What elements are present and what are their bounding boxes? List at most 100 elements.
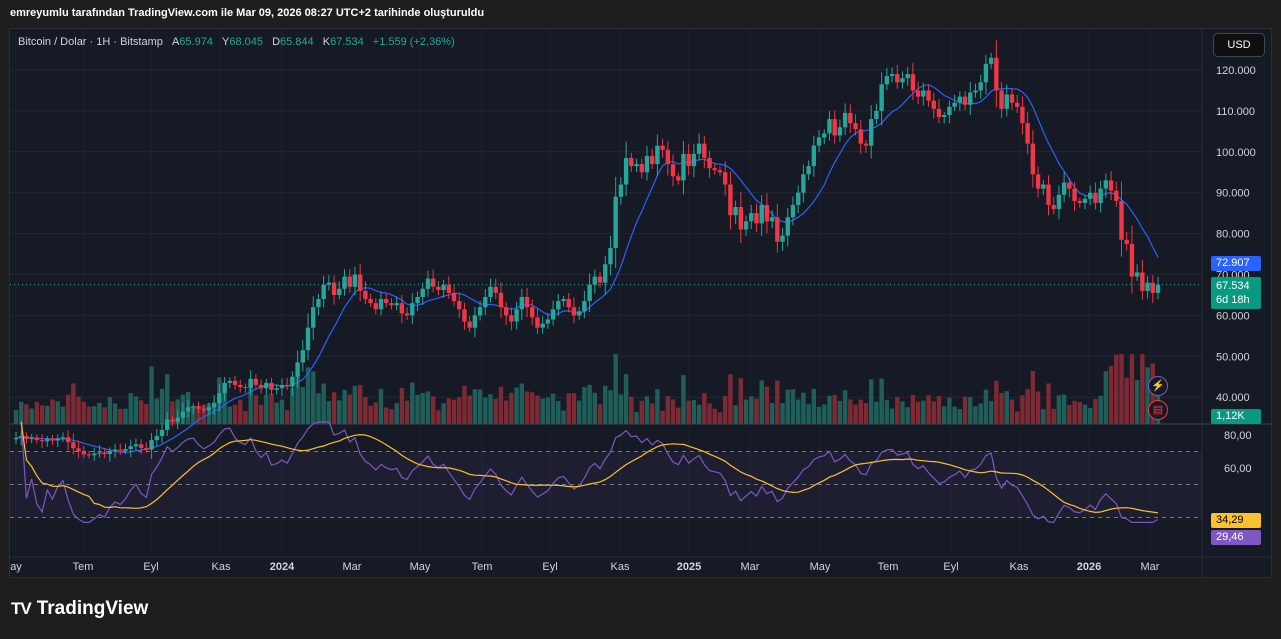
lightning-icon[interactable]: ⚡ <box>1148 376 1168 396</box>
tradingview-logo[interactable]: TV TradingView <box>11 598 148 620</box>
candle <box>368 293 373 308</box>
candle-body <box>540 323 545 328</box>
candle <box>441 279 446 298</box>
volume-bar <box>1041 409 1046 424</box>
volume-bar <box>556 401 561 424</box>
volume-bar <box>76 396 81 424</box>
candle <box>978 74 983 99</box>
candle <box>509 307 514 331</box>
volume-bar <box>269 393 274 424</box>
volume-bar <box>759 380 764 424</box>
volume-bar <box>420 393 425 424</box>
volume-bar <box>822 404 827 424</box>
candle <box>347 269 352 293</box>
volume-bar <box>326 401 332 424</box>
volume-bar <box>738 378 744 424</box>
candle <box>618 177 624 205</box>
us-flag-icon[interactable]: ▤ <box>1148 400 1168 420</box>
candle <box>863 140 869 153</box>
candle-body <box>733 207 738 216</box>
candle <box>196 401 201 413</box>
candle <box>472 306 478 338</box>
volume-bar <box>749 396 754 424</box>
volume-bar <box>1009 399 1015 424</box>
volume-bar <box>686 400 691 424</box>
candle-body <box>1119 200 1124 240</box>
candle <box>644 145 650 181</box>
symbol-name[interactable]: Bitcoin / Dolar · 1H · Bitstamp <box>18 36 163 48</box>
candle <box>24 432 29 444</box>
volume-bar <box>576 400 582 424</box>
candle <box>50 434 55 445</box>
candle <box>175 409 180 429</box>
candle <box>999 81 1004 119</box>
candle <box>498 282 504 319</box>
volume-bar <box>1056 395 1062 424</box>
chart-canvas[interactable]: 40.00050.00060.00070.00080.00090.000100.… <box>10 29 1272 578</box>
candle <box>311 296 316 340</box>
candle-body <box>686 153 691 167</box>
candle-body <box>889 74 895 77</box>
candle-body <box>1134 272 1140 277</box>
candle <box>284 378 290 391</box>
candle-body <box>556 301 561 310</box>
volume-bar <box>644 396 650 424</box>
candle <box>801 164 806 203</box>
volume-bar <box>973 406 978 424</box>
volume-bar <box>910 394 916 424</box>
candle-body <box>853 123 858 130</box>
volume-bar <box>352 385 358 424</box>
candle <box>462 302 467 330</box>
candle-body <box>1150 282 1155 293</box>
candle <box>717 166 723 177</box>
time-tick-label: 2026 <box>1077 561 1101 573</box>
candle <box>926 84 931 107</box>
candle-body <box>764 204 770 222</box>
volume-bar <box>498 386 504 424</box>
candle <box>764 193 770 234</box>
candle <box>1150 275 1155 303</box>
candle-body <box>1114 190 1119 201</box>
candle <box>331 275 337 305</box>
volume-bar <box>149 366 154 424</box>
candle-body <box>1140 272 1145 291</box>
volume-bar <box>530 392 535 424</box>
candle-body <box>71 442 76 449</box>
rsi-ma-line <box>20 421 1159 514</box>
volume-bar <box>196 406 201 424</box>
volume-bar <box>655 389 660 424</box>
candle-body <box>561 299 566 302</box>
candle <box>691 143 697 178</box>
currency-button[interactable]: USD <box>1213 33 1265 57</box>
volume-bar <box>321 383 326 424</box>
candle <box>410 293 415 325</box>
candle <box>790 196 796 226</box>
candle-body <box>128 446 133 450</box>
volume-bar <box>509 392 514 424</box>
volume-bar <box>754 398 759 424</box>
price-grid: 40.00050.00060.00070.00080.00090.000100.… <box>10 65 1256 404</box>
candle-body <box>1061 182 1067 195</box>
candle-body <box>311 307 316 328</box>
candle-body <box>394 303 399 306</box>
candle-body <box>514 309 519 322</box>
candle <box>71 433 76 455</box>
candle-body <box>1129 243 1135 277</box>
candle <box>769 210 775 229</box>
volume-bar <box>472 389 478 424</box>
candle-body <box>968 92 973 105</box>
candle <box>1155 276 1161 300</box>
candle <box>780 227 785 251</box>
volume-badge: 1,12K <box>1211 409 1261 424</box>
volume-bar <box>764 386 770 424</box>
candle-body <box>863 143 869 146</box>
chart-frame[interactable]: 40.000 50.000 60.000 70.000 80.000 90.000 100.… <box>9 28 1272 578</box>
close-value: 67.534 <box>330 36 364 48</box>
volume-bar <box>1145 367 1150 424</box>
volume-bar <box>430 396 436 424</box>
volume-bar <box>238 399 243 424</box>
candle <box>274 384 279 395</box>
volume-bar <box>550 393 556 424</box>
candle <box>264 378 269 396</box>
candle <box>112 443 118 458</box>
